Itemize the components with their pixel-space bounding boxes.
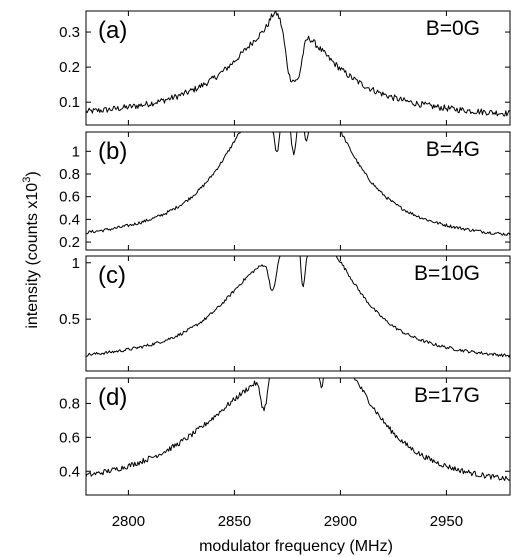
y-axis-title-close: ) [24,171,41,176]
panel-label: (b) [98,138,127,165]
x-axis-title: modulator frequency (MHz) [199,538,393,555]
spectrum-trace [85,10,511,117]
panel-frame [85,10,511,126]
x-tick-label: 2900 [324,513,357,530]
y-tick-label: 1 [72,255,80,272]
y-tick-label: 0.6 [59,189,80,206]
y-tick-label: 0.6 [59,429,80,446]
panel-label: (a) [98,17,127,44]
y-tick-label: 0.8 [59,166,80,183]
y-tick-label: 0.2 [59,234,80,251]
panel-4: 0.4 0.6 0.8 (d) B=17G [59,377,511,496]
y-tick-label: 0.4 [59,211,80,228]
x-tick-labels: 2800 2850 2900 2950 [112,513,463,530]
x-tick-label: 2950 [430,513,463,530]
spectrum-trace [85,377,511,481]
y-tick-label: 0.2 [59,59,80,76]
y-axis-title-superscript: 3 [21,177,33,183]
x-tick-label: 2850 [218,513,251,530]
field-label: B=4G [426,138,480,161]
panel-label: (d) [98,384,127,411]
field-label: B=0G [426,17,480,40]
x-tick-label: 2800 [112,513,145,530]
y-tick-label: 0.5 [59,311,80,328]
panel-2: 0.2 0.4 0.6 0.8 1 (b) B=4G [59,131,511,251]
panel-1: 0.1 0.2 0.3 (a) B=0G [59,10,511,126]
field-label: B=10G [414,262,480,285]
field-label: B=17G [414,384,480,407]
y-axis-title-text: intensity (counts x10 [24,183,41,329]
panels: 0.1 0.2 0.3 (a) B=0G 0.2 0.4 0.6 0.8 1 (b) B=4G 0.5 1… [59,10,511,530]
y-tick-label: 0.1 [59,94,80,111]
spectrum-trace [85,131,511,236]
y-tick-label: 0.8 [59,395,80,412]
panel-3: 0.5 1 (c) B=10G [59,255,511,372]
y-tick-label: 1 [72,143,80,160]
panel-label: (c) [98,262,126,289]
y-axis-title: intensity (counts x103) [21,171,41,328]
spectrum-trace [86,255,511,358]
y-tick-label: 0.4 [59,463,80,480]
y-tick-label: 0.3 [59,24,80,41]
